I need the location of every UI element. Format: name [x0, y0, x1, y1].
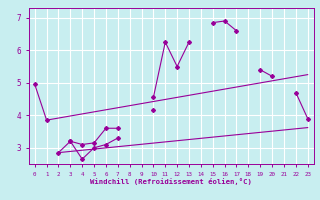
X-axis label: Windchill (Refroidissement éolien,°C): Windchill (Refroidissement éolien,°C): [90, 178, 252, 185]
